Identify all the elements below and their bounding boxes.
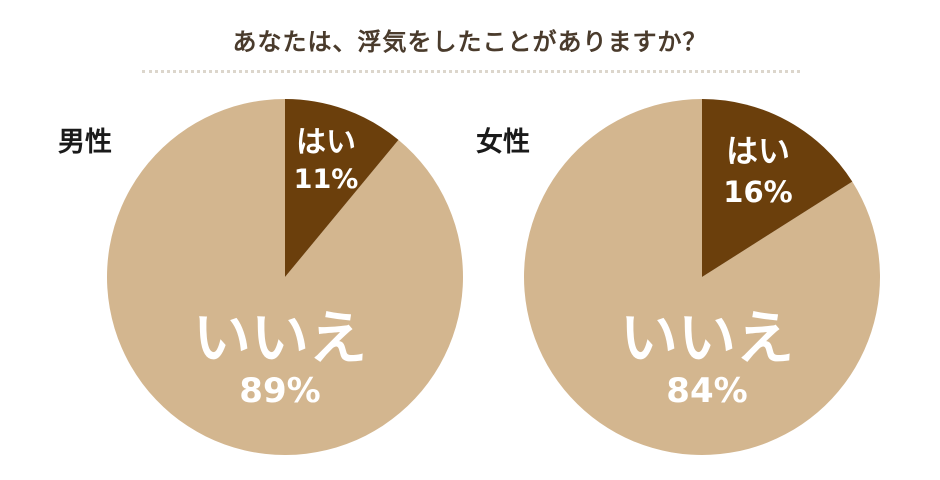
group-label-male: 男性 — [58, 127, 112, 158]
chart-title: あなたは、浮気をしたことがありますか？ — [232, 28, 708, 56]
pie-slice-no-female — [524, 99, 880, 455]
yes-category-label-male: はい — [296, 125, 356, 160]
yes-percent-label-female: 16% — [723, 175, 792, 209]
no-category-label-female: いいえ — [620, 304, 794, 372]
pie-slice-yes-male — [285, 99, 399, 277]
group-label-female: 女性 — [476, 127, 530, 158]
no-category-label-male: いいえ — [193, 304, 367, 372]
no-percent-label-female: 84% — [666, 371, 747, 411]
yes-category-label-female: はい — [726, 132, 790, 170]
pie-slice-no-male — [107, 99, 464, 455]
no-percent-label-male: 89% — [239, 371, 320, 411]
yes-percent-label-male: 11% — [294, 164, 359, 195]
pie-slice-yes-female — [702, 99, 853, 277]
title-divider — [142, 70, 800, 73]
